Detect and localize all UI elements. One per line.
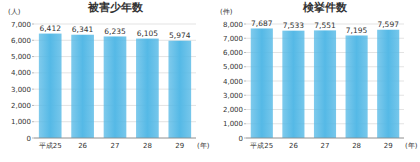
bar [71, 35, 94, 138]
tick-mark [32, 138, 34, 139]
bar [346, 35, 368, 138]
data-label: 5,974 [169, 31, 191, 40]
chart: 被害少年数 (人) 0 1,000 2,000 3,000 4,000 5,000 6,000 7… [8, 1, 210, 150]
tick-label: 6,000 [223, 49, 243, 57]
category-label: 28 [352, 142, 361, 150]
tick-mark [32, 89, 34, 90]
x-axis-line [246, 138, 404, 139]
figure: 被害少年数 (人) 0 1,000 2,000 3,000 4,000 5,000 6,000 7… [0, 0, 420, 162]
category-label: 平成25 [39, 142, 62, 150]
tick-label: 3,000 [223, 92, 243, 100]
data-label: 7,551 [314, 21, 336, 30]
tick-mark [244, 123, 246, 124]
tick-mark [244, 81, 246, 82]
category-label: 29 [384, 142, 393, 150]
tick-label: 4,000 [11, 69, 31, 77]
tick-mark [244, 95, 246, 96]
data-label: 7,195 [346, 26, 368, 35]
tick-label: 5,000 [223, 63, 243, 71]
tick-label: 8,000 [223, 21, 243, 29]
category-label: 平成25 [250, 142, 273, 150]
chart: 検挙件数 (件) 0 1,000 2,000 3,000 4,000 5,000 6,000 7,… [220, 1, 418, 150]
bar [314, 30, 336, 138]
tick-mark [32, 121, 34, 122]
chart-title: 検挙件数 [302, 1, 348, 14]
data-label: 6,105 [137, 29, 159, 38]
x-axis-line [34, 138, 196, 139]
grid-line [246, 138, 404, 139]
bars [39, 34, 191, 138]
tick-label: 5,000 [11, 53, 31, 61]
tick-mark [244, 138, 246, 139]
bar [251, 28, 273, 138]
y-axis-label: (件) [220, 8, 233, 16]
data-label: 6,412 [39, 24, 61, 33]
tick-mark [32, 105, 34, 106]
bar [104, 36, 127, 138]
tick-mark [244, 24, 246, 25]
tick-mark [244, 38, 246, 39]
tick-mark [244, 66, 246, 67]
bar [282, 31, 304, 138]
tick-mark [32, 56, 34, 57]
data-label: 6,235 [104, 27, 126, 36]
tick-label: 0 [27, 135, 31, 143]
x-axis-label: (年) [405, 142, 418, 150]
tick-label: 6,000 [11, 37, 31, 45]
tick-label: 2,000 [11, 102, 31, 110]
grid-line [34, 138, 196, 139]
tick-label: 0 [239, 135, 243, 143]
category-label: 27 [321, 142, 330, 150]
bar [168, 41, 191, 138]
bars [251, 28, 400, 138]
tick-mark [244, 109, 246, 110]
tick-label: 1,000 [11, 118, 31, 126]
chart-title: 被害少年数 [87, 1, 144, 14]
tick-label: 1,000 [223, 120, 243, 128]
bar [377, 30, 399, 138]
category-label: 26 [289, 142, 298, 150]
bar [39, 34, 62, 138]
data-label: 7,687 [251, 19, 273, 28]
category-label: 27 [111, 142, 120, 150]
category-label: 28 [143, 142, 152, 150]
tick-label: 3,000 [11, 86, 31, 94]
data-label: 7,597 [377, 20, 399, 29]
tick-label: 4,000 [223, 78, 243, 86]
category-label: 26 [78, 142, 87, 150]
tick-mark [32, 24, 34, 25]
data-label: 7,533 [283, 21, 305, 30]
category-label: 29 [175, 142, 184, 150]
tick-mark [244, 52, 246, 53]
tick-mark [32, 40, 34, 41]
bar [136, 39, 159, 138]
tick-mark [32, 72, 34, 73]
tick-label: 2,000 [223, 106, 243, 114]
x-axis-label: (年) [197, 142, 210, 150]
y-axis-label: (人) [8, 8, 21, 16]
tick-label: 7,000 [11, 21, 31, 29]
data-label: 6,341 [72, 25, 94, 34]
tick-label: 7,000 [223, 35, 243, 43]
